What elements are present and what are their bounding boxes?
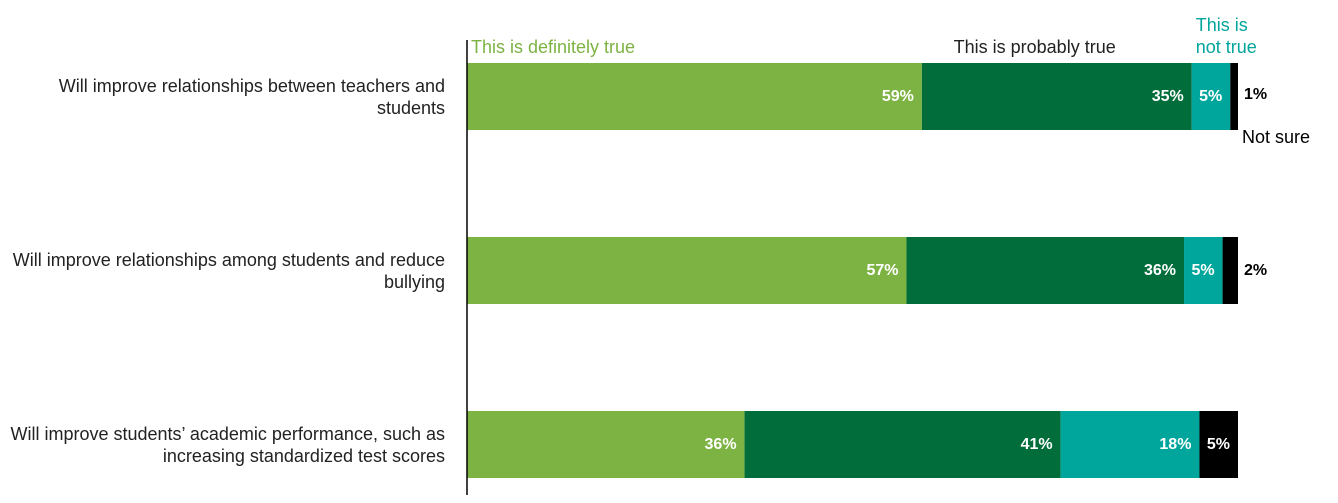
value-label: 57%	[866, 262, 899, 279]
category-label: Will improve relationships among student…	[12, 249, 445, 292]
value-label: 36%	[704, 436, 737, 453]
bar-segment	[744, 411, 1061, 478]
value-label: 5%	[1206, 436, 1230, 453]
value-label: 36%	[1143, 262, 1177, 279]
value-label: 2%	[1244, 262, 1268, 279]
legend-label: This is definitely true	[471, 37, 636, 57]
value-label: 41%	[1020, 436, 1053, 453]
bar-segment	[1191, 63, 1231, 130]
bar-segment	[467, 63, 922, 130]
legend-label: This is not true	[1195, 15, 1257, 57]
value-label: 5%	[1199, 88, 1223, 105]
value-label: 5%	[1191, 262, 1215, 279]
category-label: Will improve relationships between teach…	[58, 75, 445, 118]
bar-segment	[467, 237, 907, 304]
value-label: 1%	[1244, 86, 1268, 103]
legend-label: This is probably true	[953, 37, 1116, 57]
bar-segment	[906, 237, 1185, 304]
value-label: 59%	[881, 88, 914, 105]
value-label: 35%	[1151, 88, 1184, 105]
bar-segment	[1230, 63, 1238, 130]
legend-label: Not sure	[1242, 127, 1311, 147]
bar-segment	[1199, 411, 1238, 478]
value-label: 18%	[1159, 436, 1192, 453]
category-label: Will improve students’ academic performa…	[10, 423, 445, 466]
bar-segment	[1060, 411, 1200, 478]
bar-segment	[1222, 237, 1238, 304]
bar-segment	[921, 63, 1192, 130]
bar-segment	[467, 411, 745, 478]
bar-segment	[1184, 237, 1223, 304]
